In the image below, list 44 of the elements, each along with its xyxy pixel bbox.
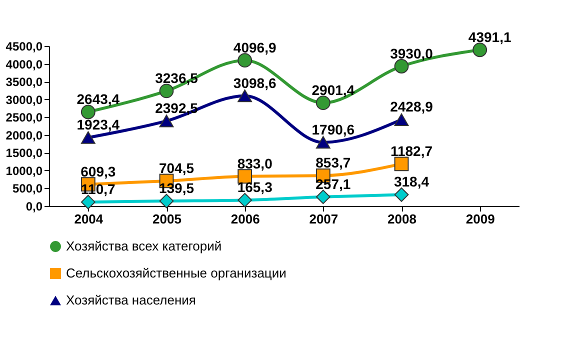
y-tick-label: 1500,0	[6, 146, 43, 160]
point	[238, 90, 252, 102]
data-label: 704,5	[158, 160, 194, 176]
legend-label: Хозяйства населения	[66, 292, 196, 308]
y-tick-label: 500,0	[12, 182, 43, 196]
x-tick-label: 2006	[230, 212, 260, 226]
data-label: 3930,0	[390, 45, 434, 62]
y-tick-label: 1000,0	[6, 164, 43, 178]
data-label: 2428,9	[390, 98, 434, 115]
legend-label: Хозяйства всех категорий	[66, 238, 222, 254]
data-label: 2643,4	[76, 91, 120, 108]
data-label: 833,0	[237, 155, 273, 172]
data-label: 257,1	[316, 176, 351, 192]
x-tick-label: 2008	[388, 212, 416, 226]
data-label: 1182,7	[390, 142, 433, 159]
data-label: 1923,4	[76, 116, 120, 133]
point	[394, 113, 409, 126]
y-tick-label: 2500,0	[6, 110, 43, 125]
y-tick-label: 2000,0	[6, 128, 43, 142]
x-tick-label: 2007	[309, 212, 338, 226]
point	[316, 136, 330, 149]
y-tick-label: 3500,0	[6, 75, 43, 90]
data-label: 165,3	[237, 179, 273, 196]
data-label: 4096,9	[233, 39, 276, 56]
data-label: 853,7	[316, 154, 351, 171]
x-tick-label: 2005	[152, 212, 182, 226]
y-tick-label: 4000,0	[6, 57, 43, 72]
point	[159, 114, 174, 128]
data-label: 3098,6	[233, 74, 276, 91]
data-label: 4391,1	[468, 28, 512, 45]
data-label: 110,7	[81, 181, 116, 198]
data-label: 2392,5	[155, 100, 198, 116]
point	[80, 131, 96, 144]
x-tick-label: 2004	[74, 212, 104, 226]
data-label: 609,3	[80, 163, 116, 180]
y-tick-label: 0,0	[26, 200, 43, 214]
legend-label: Сельскохозяйственные организации	[66, 266, 286, 280]
data-label: 1790,6	[312, 121, 355, 138]
data-label: 139,5	[158, 180, 194, 196]
x-tick-label: 2009	[466, 212, 495, 226]
y-tick-label: 4500,0	[6, 40, 43, 54]
y-tick-label: 3000,0	[6, 92, 43, 107]
data-label: 318,4	[394, 174, 430, 190]
data-label: 2901,4	[312, 82, 355, 98]
